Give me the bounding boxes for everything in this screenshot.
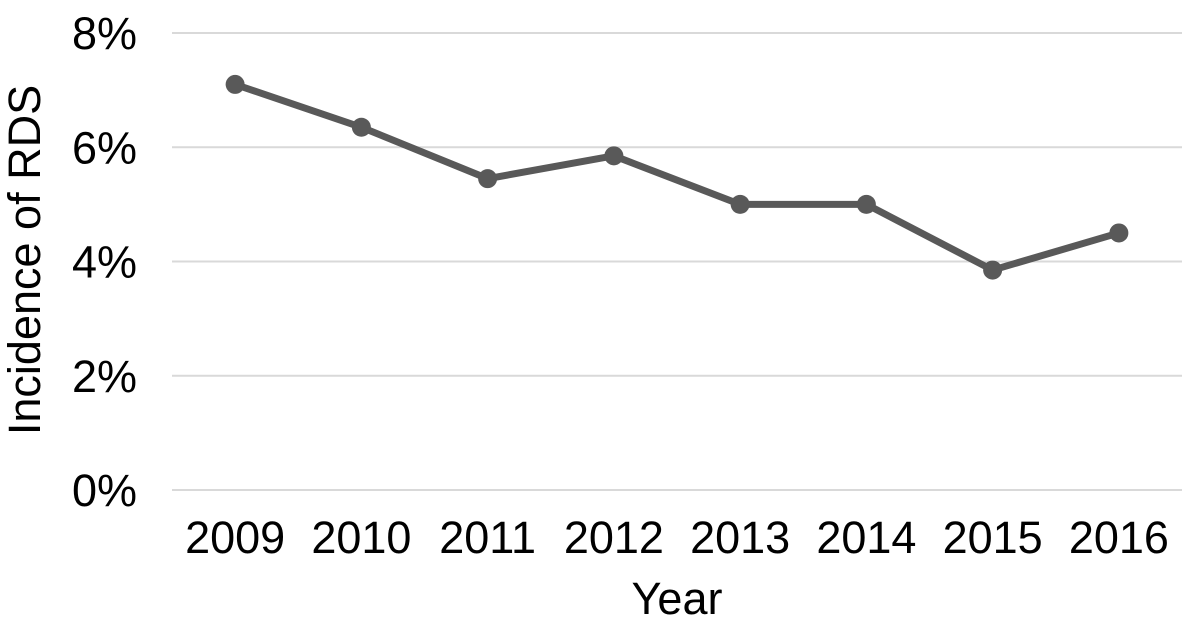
data-point [983,260,1003,280]
x-tick-label: 2009 [185,512,285,563]
x-tick-labels: 2009 2010 2011 2012 2013 2014 2015 2016 [185,512,1169,563]
data-line [231,80,1123,274]
x-tick-label: 2011 [439,512,536,563]
data-point [1109,223,1129,243]
x-tick-label: 2013 [690,512,790,563]
y-tick-label: 2% [72,351,137,402]
data-point [604,146,624,166]
x-tick-label: 2015 [943,512,1043,563]
y-tick-label: 8% [72,8,137,59]
x-tick-label: 2010 [311,512,411,563]
x-tick-label: 2012 [564,512,664,563]
y-axis-title: Incidence of RDS [0,85,50,435]
gridlines [172,32,1182,491]
data-point [730,194,750,214]
data-point [478,169,498,189]
data-point [225,74,245,94]
data-point [856,194,876,214]
x-tick-label: 2016 [1069,512,1169,563]
y-tick-label: 6% [72,122,137,173]
x-axis-title: Year [632,573,723,624]
x-tick-label: 2014 [816,512,916,563]
data-point [351,117,371,137]
y-tick-labels: 0% 2% 4% 6% 8% [72,8,137,516]
y-tick-label: 4% [72,237,137,288]
y-tick-label: 0% [72,465,137,516]
data-series [225,74,1129,280]
